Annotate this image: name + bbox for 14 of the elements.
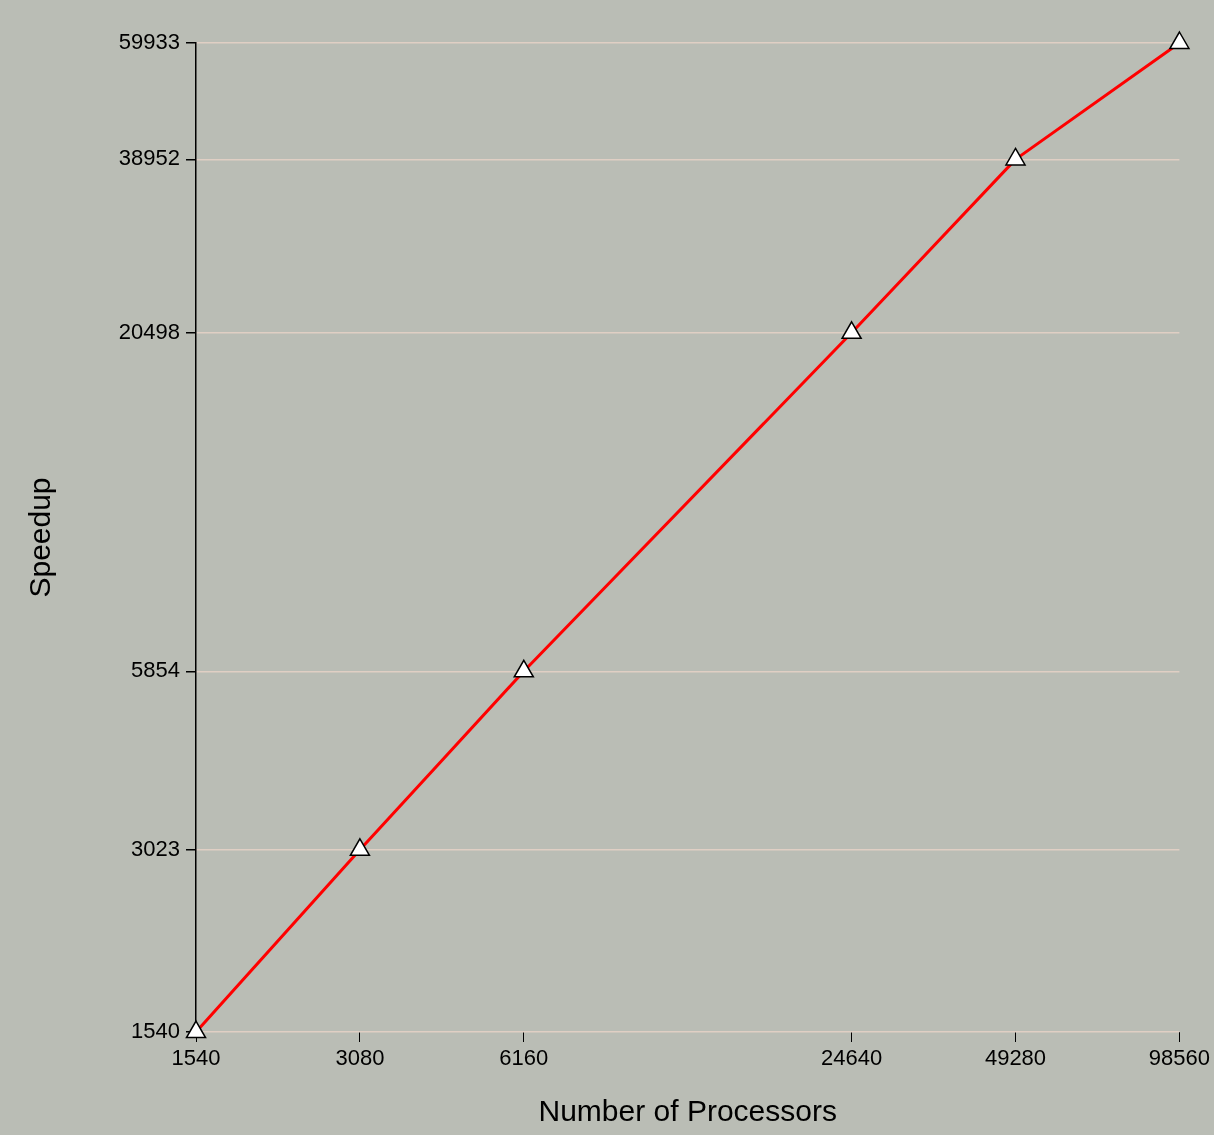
x-tick-label: 98560 bbox=[1148, 1045, 1211, 1071]
x-tick-label: 24640 bbox=[821, 1045, 883, 1071]
y-tick-label: 5854 bbox=[131, 657, 180, 683]
y-tick-label: 3023 bbox=[131, 835, 180, 861]
x-tick-label: 3080 bbox=[335, 1045, 385, 1071]
x-tick-label: 1540 bbox=[171, 1045, 221, 1071]
y-axis-title: Speedup bbox=[23, 477, 57, 598]
x-tick-label: 49280 bbox=[984, 1045, 1047, 1071]
x-axis-title: Number of Processors bbox=[538, 1094, 837, 1128]
y-tick-label: 1540 bbox=[131, 1018, 180, 1044]
y-tick-label: 20498 bbox=[118, 318, 180, 344]
y-tick-label: 38952 bbox=[118, 145, 180, 171]
y-tick-label: 59933 bbox=[118, 29, 180, 55]
x-tick-label: 6160 bbox=[499, 1045, 549, 1071]
